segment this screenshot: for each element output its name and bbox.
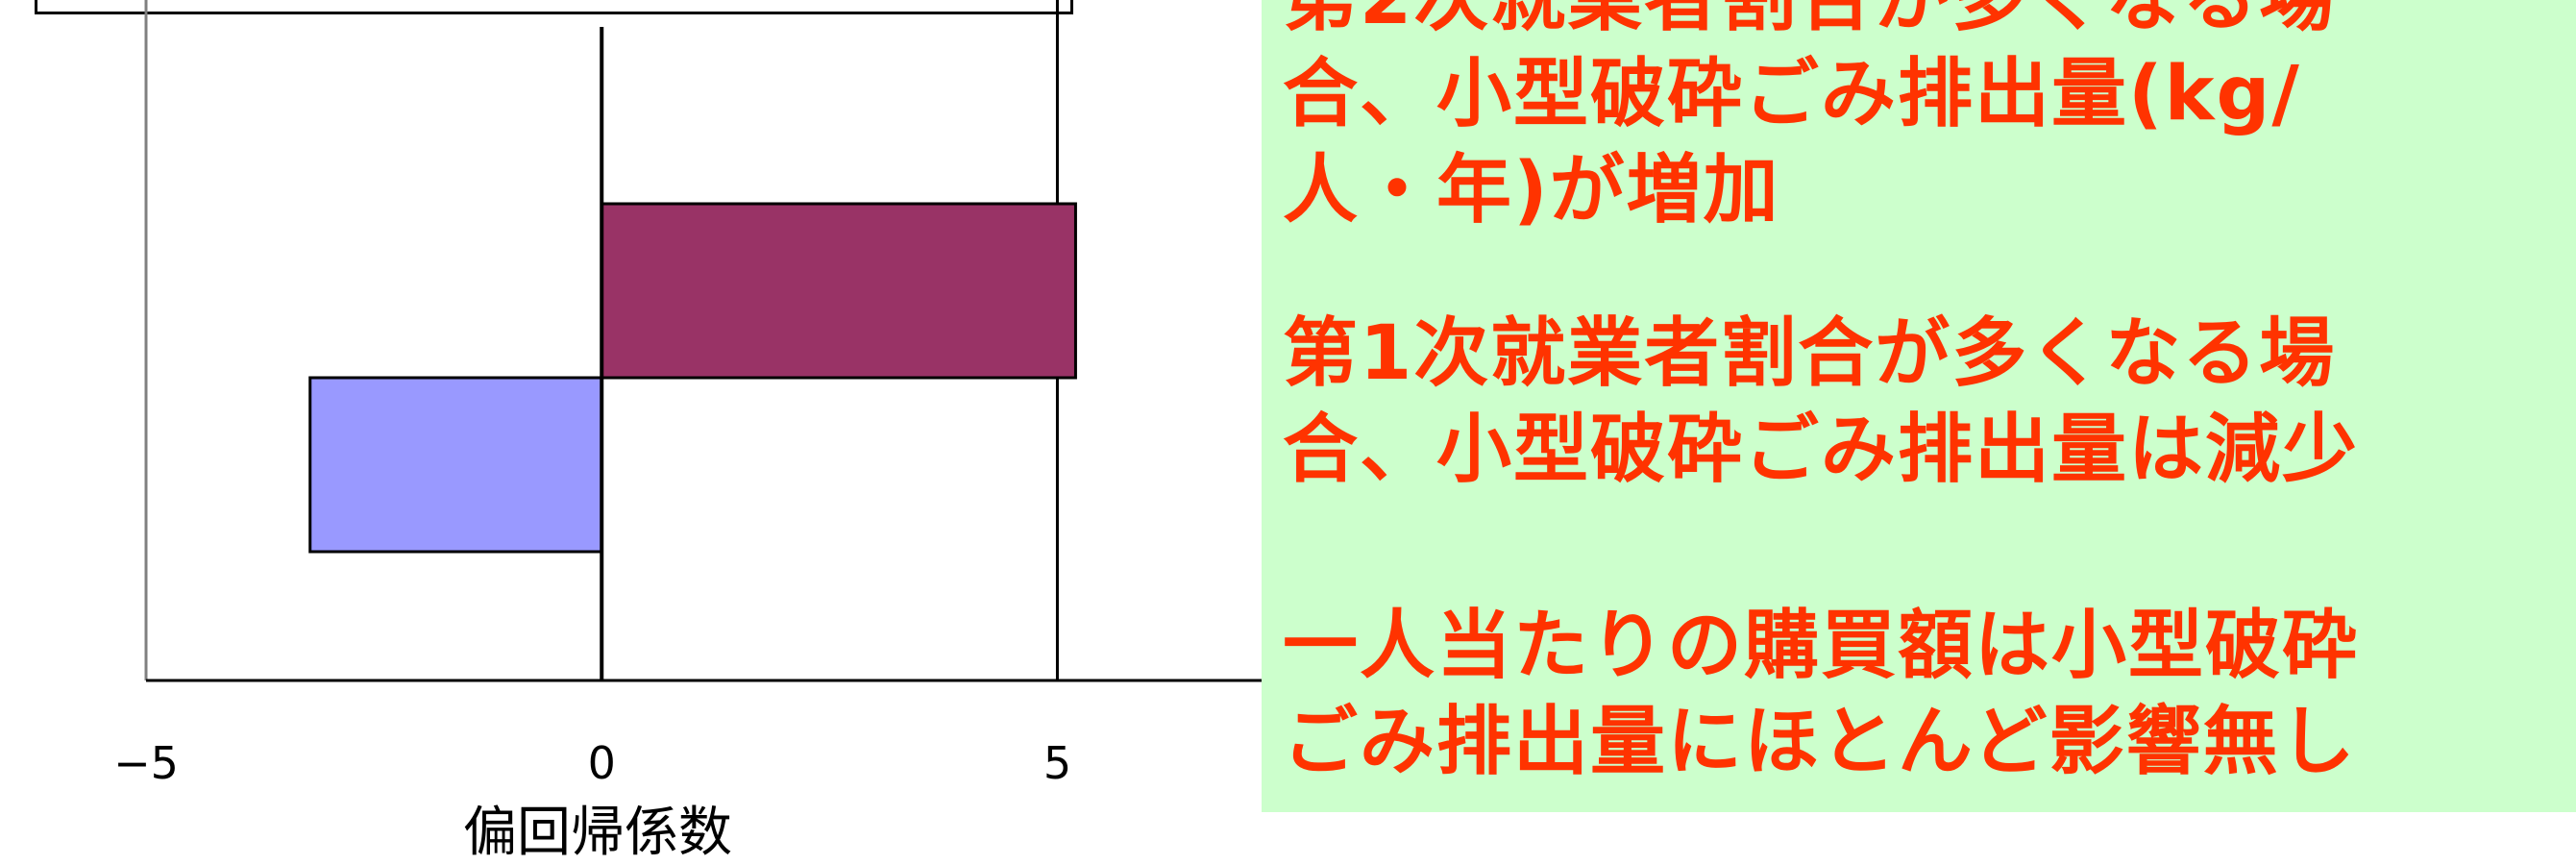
chart-area: −5 0 5 偏回帰係数 [0, 0, 1268, 865]
note-secondary-industry: 第2次就業者割合が多くなる場 合、小型破砕ごみ排出量(kg/ 人・年)が増加 [1283, 0, 2334, 234]
note-primary-industry: 第1次就業者割合が多くなる場 合、小型破砕ごみ排出量は減少 [1283, 310, 2360, 493]
x-tick-label: −5 [113, 737, 179, 789]
notes-panel: 第2次就業者割合が多くなる場 合、小型破砕ごみ排出量(kg/ 人・年)が増加 第… [1262, 0, 2576, 812]
x-axis-title: 偏回帰係数 [463, 802, 732, 864]
bar-chart: −5 0 5 偏回帰係数 [113, 0, 1262, 864]
bars [308, 202, 1077, 554]
x-tick-label: 5 [1043, 737, 1071, 789]
axes [146, 27, 1262, 682]
note-purchase-amount: 一人当たりの購買額は小型破砕 ごみ排出量にほとんど影響無し [1283, 603, 2360, 785]
tick-labels: −5 0 5 [113, 737, 1071, 789]
bar [600, 202, 1077, 380]
x-tick-label: 0 [588, 737, 616, 789]
legend-box [35, 0, 1073, 14]
bar [308, 376, 603, 554]
